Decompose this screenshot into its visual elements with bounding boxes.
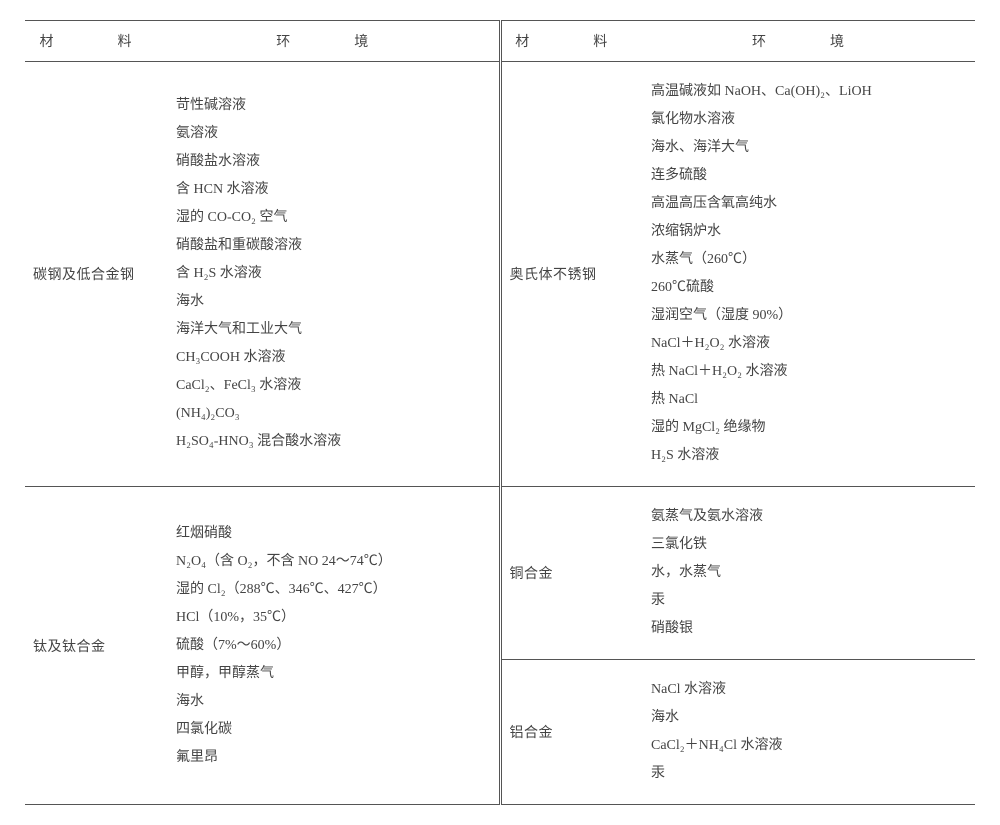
header-env-left: 环 境 xyxy=(158,21,500,62)
env-line: H₂S 水溶液 xyxy=(651,442,965,470)
env-line: 湿的 CO-CO₂ 空气 xyxy=(176,204,489,232)
env-line: CaCl₂、FeCl₃ 水溶液 xyxy=(176,372,489,400)
env-line: 水蒸气（260℃） xyxy=(651,246,965,274)
env-line: 高温高压含氧高纯水 xyxy=(651,190,965,218)
env-line: 甲醇，甲醇蒸气 xyxy=(176,660,489,688)
env-line: H₂SO₄-HNO₃ 混合酸水溶液 xyxy=(176,428,489,456)
env-line: 连多硫酸 xyxy=(651,162,965,190)
env-line: 海水 xyxy=(176,688,489,716)
table-body: 碳钢及低合金钢 苛性碱溶液氨溶液硝酸盐水溶液含 HCN 水溶液湿的 CO-CO₂… xyxy=(25,62,975,805)
env-cell: 高温碱液如 NaOH、Ca(OH)₂、LiOH氯化物水溶液海水、海洋大气连多硫酸… xyxy=(633,62,975,487)
header-material-right: 材 料 xyxy=(500,21,633,62)
env-line: 含 HCN 水溶液 xyxy=(176,176,489,204)
header-material-left: 材 料 xyxy=(25,21,158,62)
materials-environment-table: 材 料 环 境 材 料 环 境 碳钢及低合金钢 苛性碱溶液氨溶液硝酸盐水溶液含 … xyxy=(25,20,975,805)
env-line: 海水、海洋大气 xyxy=(651,134,965,162)
env-line: 三氯化铁 xyxy=(651,531,965,559)
env-line: (NH₄)₂CO₃ xyxy=(176,400,489,428)
header-env-right: 环 境 xyxy=(633,21,975,62)
material-cell: 钛及钛合金 xyxy=(25,487,158,805)
env-line: NaCl＋H₂O₂ 水溶液 xyxy=(651,330,965,358)
material-cell: 碳钢及低合金钢 xyxy=(25,62,158,487)
env-cell: 红烟硝酸N₂O₄（含 O₂，不含 NO 24～74℃）湿的 Cl₂（288℃、3… xyxy=(158,487,500,805)
env-line: 浓缩锅炉水 xyxy=(651,218,965,246)
env-line: 湿的 MgCl₂ 绝缘物 xyxy=(651,414,965,442)
env-line: 热 NaCl xyxy=(651,386,965,414)
env-line: 湿润空气（湿度 90%） xyxy=(651,302,965,330)
env-line: 硝酸银 xyxy=(651,615,965,643)
env-cell: 苛性碱溶液氨溶液硝酸盐水溶液含 HCN 水溶液湿的 CO-CO₂ 空气硝酸盐和重… xyxy=(158,62,500,487)
table-row: 碳钢及低合金钢 苛性碱溶液氨溶液硝酸盐水溶液含 HCN 水溶液湿的 CO-CO₂… xyxy=(25,62,975,487)
env-line: 海洋大气和工业大气 xyxy=(176,316,489,344)
env-line: 海水 xyxy=(651,704,965,732)
env-line: 热 NaCl＋H₂O₂ 水溶液 xyxy=(651,358,965,386)
material-cell: 铜合金 xyxy=(500,487,633,660)
env-line: 硝酸盐水溶液 xyxy=(176,148,489,176)
env-line: 含 H₂S 水溶液 xyxy=(176,260,489,288)
env-line: 红烟硝酸 xyxy=(176,520,489,548)
env-line: 汞 xyxy=(651,587,965,615)
env-line: NaCl 水溶液 xyxy=(651,676,965,704)
env-line: 氨蒸气及氨水溶液 xyxy=(651,503,965,531)
env-line: 氟里昂 xyxy=(176,744,489,772)
env-line: 苛性碱溶液 xyxy=(176,92,489,120)
env-line: 氨溶液 xyxy=(176,120,489,148)
table-row: 钛及钛合金 红烟硝酸N₂O₄（含 O₂，不含 NO 24～74℃）湿的 Cl₂（… xyxy=(25,487,975,660)
env-line: 硝酸盐和重碳酸溶液 xyxy=(176,232,489,260)
header-row: 材 料 环 境 材 料 环 境 xyxy=(25,21,975,62)
env-cell: NaCl 水溶液海水CaCl₂＋NH₄Cl 水溶液汞 xyxy=(633,660,975,805)
env-line: 海水 xyxy=(176,288,489,316)
env-line: 湿的 Cl₂（288℃、346℃、427℃） xyxy=(176,576,489,604)
env-line: 氯化物水溶液 xyxy=(651,106,965,134)
material-cell: 铝合金 xyxy=(500,660,633,805)
env-line: 四氯化碳 xyxy=(176,716,489,744)
env-line: 260℃硫酸 xyxy=(651,274,965,302)
env-line: CH₃COOH 水溶液 xyxy=(176,344,489,372)
env-line: CaCl₂＋NH₄Cl 水溶液 xyxy=(651,732,965,760)
env-line: 汞 xyxy=(651,760,965,788)
env-line: 高温碱液如 NaOH、Ca(OH)₂、LiOH xyxy=(651,78,965,106)
env-line: HCl（10%，35℃） xyxy=(176,604,489,632)
material-cell: 奥氏体不锈钢 xyxy=(500,62,633,487)
env-line: 硫酸（7%～60%） xyxy=(176,632,489,660)
env-line: 水，水蒸气 xyxy=(651,559,965,587)
env-line: N₂O₄（含 O₂，不含 NO 24～74℃） xyxy=(176,548,489,576)
env-cell: 氨蒸气及氨水溶液三氯化铁水，水蒸气汞硝酸银 xyxy=(633,487,975,660)
